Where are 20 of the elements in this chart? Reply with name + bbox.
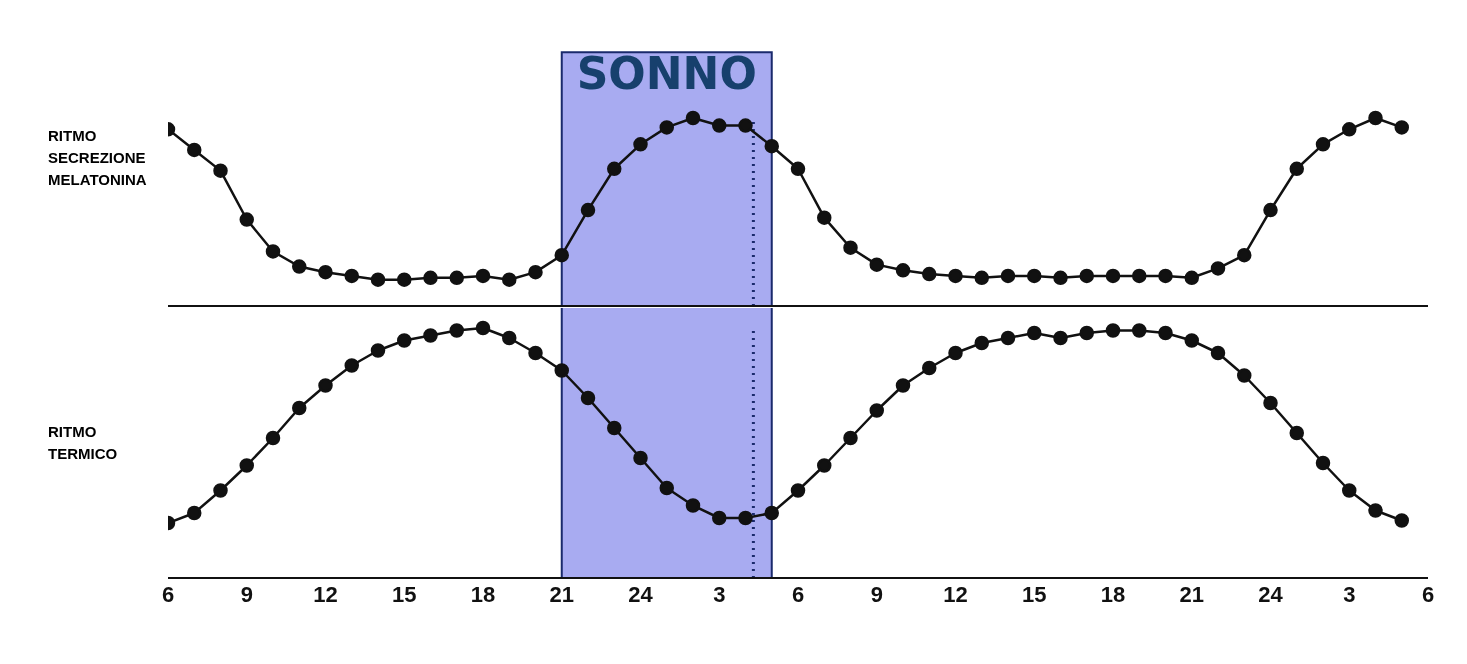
x-tick-label: 6 xyxy=(1421,581,1435,607)
x-tick-label: 3 xyxy=(1343,581,1356,607)
x-tick-label: 9 xyxy=(240,581,253,607)
x-tick-label: 21 xyxy=(1179,581,1204,607)
x-tick-label: 18 xyxy=(470,581,496,607)
x-tick-label: 24 xyxy=(1258,581,1284,607)
x-tick-label: 12 xyxy=(943,581,968,607)
text: SONNO xyxy=(576,48,757,100)
x-tick-label: 9 xyxy=(870,581,883,607)
y-axis-title: RITMO SECREZIONE MELATONINA xyxy=(47,126,148,190)
y-axis-title: RITMO TERMICO xyxy=(47,422,119,464)
x-tick-label: 6 xyxy=(161,581,175,607)
x-tick-label: 15 xyxy=(1022,581,1047,607)
x-tick-label: 24 xyxy=(628,581,654,607)
x-tick-label: 15 xyxy=(392,581,417,607)
x-tick-label: 18 xyxy=(1100,581,1126,607)
x-tick-label: 12 xyxy=(313,581,338,607)
x-tick-label: 3 xyxy=(713,581,726,607)
x-tick-label: 6 xyxy=(791,581,805,607)
x-tick-label: 21 xyxy=(549,581,574,607)
